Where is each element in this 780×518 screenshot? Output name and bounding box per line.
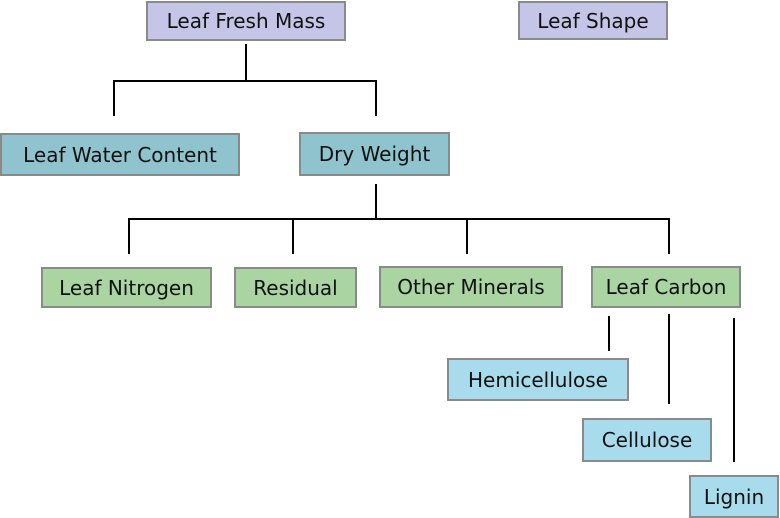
connector-fresh-mass xyxy=(113,44,377,116)
node-leaf-carbon: Leaf Carbon xyxy=(591,266,741,308)
node-dry-weight: Dry Weight xyxy=(299,132,450,176)
node-leaf-water-content: Leaf Water Content xyxy=(0,133,240,176)
node-leaf-fresh-mass: Leaf Fresh Mass xyxy=(146,1,346,41)
node-leaf-nitrogen: Leaf Nitrogen xyxy=(41,267,212,308)
node-residual: Residual xyxy=(234,267,357,308)
node-leaf-shape: Leaf Shape xyxy=(518,1,668,40)
node-cellulose: Cellulose xyxy=(582,418,712,462)
node-hemicellulose: Hemicellulose xyxy=(447,358,629,401)
node-lignin: Lignin xyxy=(689,475,779,518)
node-other-minerals: Other Minerals xyxy=(379,266,563,308)
connector-dry-weight xyxy=(128,184,670,254)
